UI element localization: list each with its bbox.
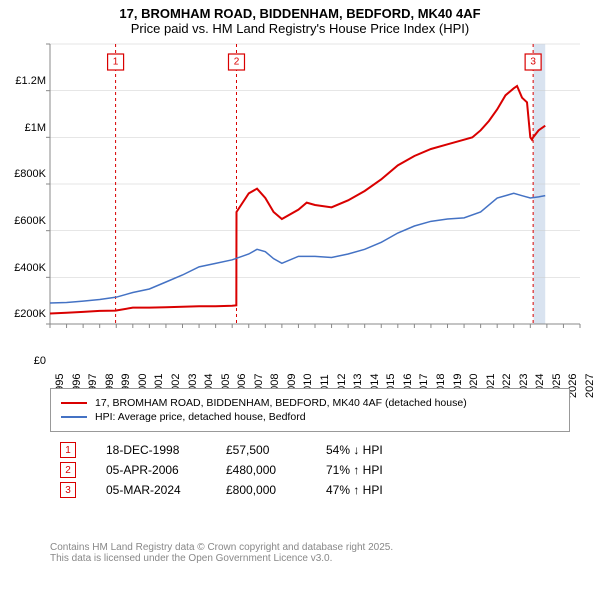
y-tick-label: £1.2M [4,75,46,87]
sales-date: 05-APR-2006 [106,463,226,477]
sales-marker: 2 [60,462,76,478]
y-tick-label: £200K [4,308,46,320]
sales-diff: 71% ↑ HPI [326,463,426,477]
legend-item: 17, BROMHAM ROAD, BIDDENHAM, BEDFORD, MK… [61,397,559,409]
sales-marker: 1 [60,442,76,458]
legend-item: HPI: Average price, detached house, Bedf… [61,411,559,423]
sales-diff: 47% ↑ HPI [326,483,426,497]
y-tick-label: £400K [4,262,46,274]
sales-price: £480,000 [226,463,326,477]
chart-container: 17, BROMHAM ROAD, BIDDENHAM, BEDFORD, MK… [0,0,600,590]
y-tick-label: £600K [4,215,46,227]
x-tick-label: 2027 [584,374,596,398]
svg-text:3: 3 [530,57,536,68]
sales-row: 1 18-DEC-1998£57,50054% ↓ HPI [60,442,426,458]
sales-price: £800,000 [226,483,326,497]
sales-table: 1 18-DEC-1998£57,50054% ↓ HPI 2 05-APR-2006… [60,438,426,502]
footer-line2: This data is licensed under the Open Gov… [50,553,393,564]
sales-date: 05-MAR-2024 [106,483,226,497]
footer: Contains HM Land Registry data © Crown c… [50,542,393,564]
chart-svg: 1 2 3 [0,0,600,380]
sales-price: £57,500 [226,443,326,457]
y-tick-label: £1M [4,122,46,134]
sales-row: 2 05-APR-2006£480,00071% ↑ HPI [60,462,426,478]
sales-row: 3 05-MAR-2024£800,00047% ↑ HPI [60,482,426,498]
y-tick-label: £0 [4,355,46,367]
legend-swatch [61,402,87,404]
legend-swatch [61,416,87,418]
y-tick-label: £800K [4,168,46,180]
legend-label: 17, BROMHAM ROAD, BIDDENHAM, BEDFORD, MK… [95,397,467,409]
sales-diff: 54% ↓ HPI [326,443,426,457]
sales-marker: 3 [60,482,76,498]
legend-label: HPI: Average price, detached house, Bedf… [95,411,306,423]
footer-line1: Contains HM Land Registry data © Crown c… [50,542,393,553]
svg-text:1: 1 [113,57,119,68]
legend: 17, BROMHAM ROAD, BIDDENHAM, BEDFORD, MK… [50,388,570,432]
sales-date: 18-DEC-1998 [106,443,226,457]
svg-text:2: 2 [234,57,240,68]
